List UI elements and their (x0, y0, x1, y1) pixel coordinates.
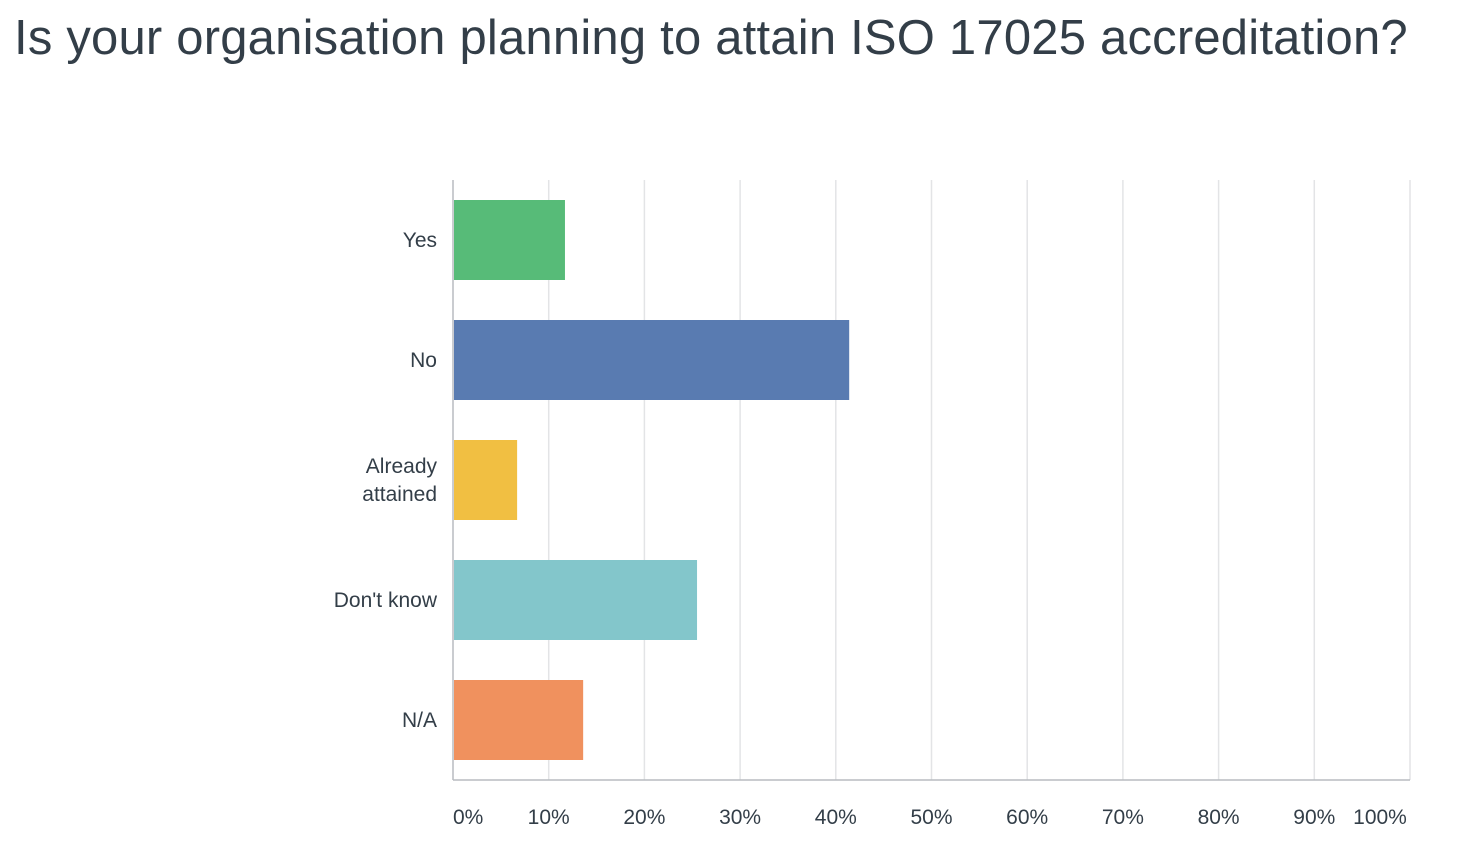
x-tick-label: 0% (453, 806, 483, 829)
x-tick-label: 10% (528, 806, 570, 829)
gridlines (547, 180, 1411, 780)
x-tick-label: 80% (1198, 806, 1240, 829)
x-tick-label: 100% (1353, 806, 1407, 829)
chart-title: Is your organisation planning to attain … (14, 11, 1408, 65)
category-label: Yes (403, 229, 437, 252)
category-label: N/A (402, 709, 437, 732)
bar (454, 200, 565, 280)
bar (454, 560, 698, 640)
axes (452, 180, 1410, 781)
x-tick-label: 30% (719, 806, 761, 829)
x-tick-label: 70% (1102, 806, 1144, 829)
category-label: attained (362, 483, 437, 506)
x-tick-label: 40% (815, 806, 857, 829)
bars (454, 200, 850, 760)
x-tick-label: 50% (910, 806, 952, 829)
x-tick-label: 60% (1006, 806, 1048, 829)
category-labels: Yes No Already attained Don't know N/A (334, 229, 438, 732)
category-label: Don't know (334, 589, 438, 612)
bar (454, 320, 850, 400)
bar (454, 680, 584, 760)
category-label: No (410, 349, 437, 372)
x-tick-label: 90% (1293, 806, 1335, 829)
category-label: Already (366, 455, 438, 478)
bar (454, 440, 518, 520)
x-tick-label: 20% (623, 806, 665, 829)
x-tick-labels: 0% 10% 20% 30% 40% 50% 60% 70% 80% 90% 100% (453, 806, 1407, 829)
